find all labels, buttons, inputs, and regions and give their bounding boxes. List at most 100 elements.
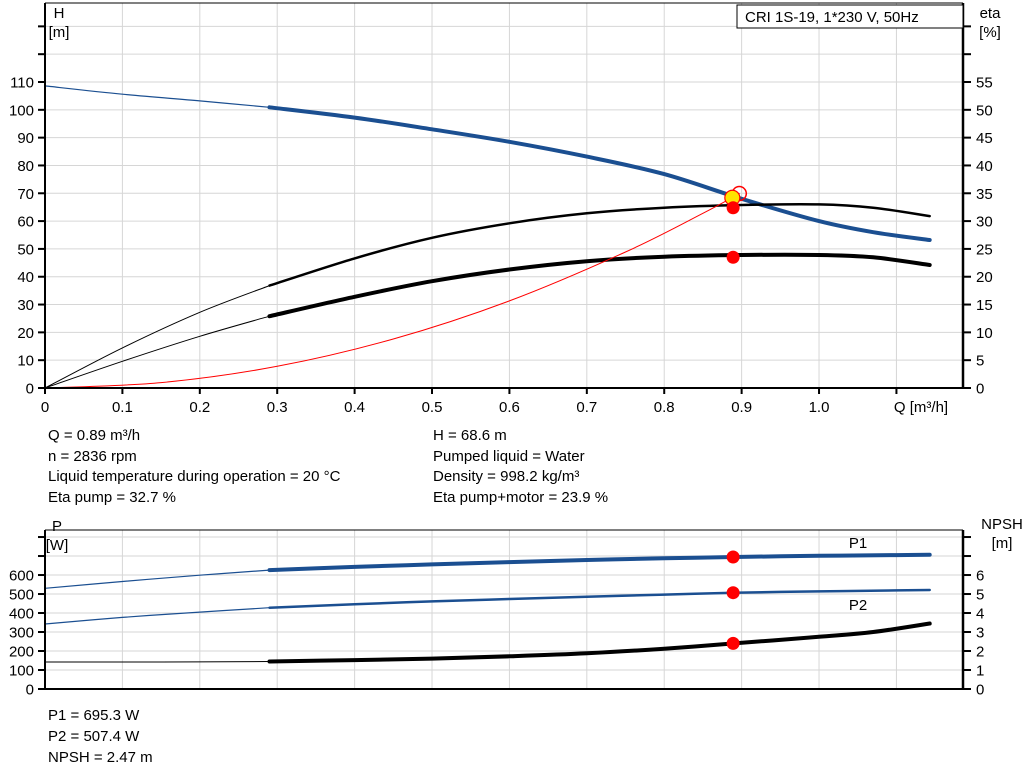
left-tick-label: 0	[26, 682, 34, 699]
right-tick-label: 15	[976, 297, 993, 314]
p2-curve	[268, 588, 931, 609]
right-axis-ticks: 0 5 10 15 20 25 30 35 40 45 50 55	[963, 25, 993, 398]
right-tick-label: 4	[976, 606, 984, 623]
npsh-point	[726, 636, 740, 650]
left-axis-title: H	[54, 5, 65, 22]
info-line-p2: P2 = 507.4 W	[48, 727, 140, 745]
left-tick-label: 10	[17, 353, 34, 370]
right-tick-label: 5	[976, 587, 984, 604]
eta-pump	[268, 202, 931, 287]
info-line-speed: n = 2836 rpm	[48, 447, 137, 465]
right-tick-label: 50	[976, 102, 993, 119]
power-npsh-chart: 0 100 200 300 400 500 600 0 1 2 3 4 5 6 P [W] NPSH [m] P1 P…	[9, 516, 1023, 699]
right-axis-unit: [m]	[992, 535, 1013, 552]
power-data: P1 = 695.3 W P2 = 507.4 W NPSH = 2.47 m	[48, 706, 153, 768]
left-tick-label: 200	[9, 644, 34, 661]
series	[44, 552, 932, 664]
x-axis-title: Q [m³/h]	[894, 399, 948, 416]
x-tick-label: 0.8	[654, 399, 675, 416]
p2-point	[726, 586, 740, 600]
right-tick-label: 5	[976, 353, 984, 370]
markers	[724, 185, 748, 264]
right-tick-label: 20	[976, 269, 993, 286]
x-tick-label: 0	[41, 399, 49, 416]
right-tick-label: 40	[976, 158, 993, 175]
x-tick-label: 0.1	[112, 399, 133, 416]
x-tick-label: 0.9	[731, 399, 752, 416]
right-axis-ticks: 0 1 2 3 4 5 6	[963, 536, 984, 699]
qh-eta-chart: 0 10 20 30 40 50 60 70 80 90 100 110 0 5 10 15 20 25 30 35 4…	[9, 2, 1002, 416]
right-tick-label: 3	[976, 625, 984, 642]
right-tick-label: 55	[976, 75, 993, 92]
right-tick-label: 35	[976, 186, 993, 203]
right-tick-label: 10	[976, 325, 993, 342]
left-tick-label: 0	[26, 381, 34, 398]
left-tick-label: 70	[17, 186, 34, 203]
info-line-p1: P1 = 695.3 W	[48, 707, 140, 724]
operating-data-right: H = 68.6 m Pumped liquid = Water Density…	[433, 426, 608, 508]
npsh-curve	[267, 621, 932, 664]
curve-label-p1: P1	[849, 535, 867, 552]
left-tick-label: 400	[9, 606, 34, 623]
left-tick-label: 300	[9, 625, 34, 642]
left-tick-label: 80	[17, 158, 34, 175]
left-tick-label: 50	[17, 241, 34, 258]
p1-curve	[267, 552, 932, 573]
eta-pump-motor-point	[726, 250, 740, 264]
right-tick-label: 6	[976, 568, 984, 585]
left-tick-label: 30	[17, 297, 34, 314]
right-tick-label: 0	[976, 381, 984, 398]
x-tick-label: 0.7	[576, 399, 597, 416]
eta-pump-low-flow	[44, 285, 270, 389]
chart-title: CRI 1S-19, 1*230 V, 50Hz	[745, 9, 919, 26]
right-tick-label: 25	[976, 241, 993, 258]
x-axis-ticks: 0 0.1 0.2 0.3 0.4 0.5 0.6 0.7 0.8 0.9 1.0	[41, 388, 898, 416]
x-tick-label: 0.5	[422, 399, 443, 416]
p1-low-flow	[44, 569, 271, 589]
right-tick-label: 45	[976, 130, 993, 147]
curve-label-p2: P2	[849, 597, 867, 614]
h-curve-low-flow	[44, 85, 271, 108]
left-axis-title: P	[52, 518, 62, 535]
right-tick-label: 0	[976, 682, 984, 699]
right-axis-title: NPSH	[981, 516, 1023, 533]
h-curve	[267, 105, 932, 242]
x-tick-label: 0.3	[267, 399, 288, 416]
left-tick-label: 90	[17, 130, 34, 147]
eta-pump-motor-low-flow	[44, 315, 270, 389]
info-line-density: Density = 998.2 kg/m³	[433, 468, 580, 486]
markers	[726, 550, 740, 650]
info-line-temperature: Liquid temperature during operation = 20…	[48, 468, 341, 486]
left-tick-label: 500	[9, 587, 34, 604]
gridlines	[45, 3, 963, 388]
left-axis-ticks: 0 10 20 30 40 50 60 70 80 90 100 110	[9, 25, 45, 398]
x-tick-label: 0.4	[344, 399, 365, 416]
npsh-low-flow	[44, 661, 270, 663]
left-tick-label: 600	[9, 568, 34, 585]
left-tick-label: 100	[9, 663, 34, 680]
info-line-eta-pump-motor: Eta pump+motor = 23.9 %	[433, 488, 609, 506]
info-line-eta-pump: Eta pump = 32.7 %	[48, 488, 176, 506]
operating-data-left: Q = 0.89 m³/h n = 2836 rpm Liquid temper…	[48, 426, 340, 508]
info-line-npsh: NPSH = 2.47 m	[48, 748, 153, 766]
title-box	[736, 4, 964, 29]
left-axis-unit: [W]	[46, 537, 69, 554]
right-axis-title: eta	[980, 5, 1002, 22]
right-tick-label: 30	[976, 214, 993, 231]
info-line-liquid: Pumped liquid = Water	[433, 447, 585, 465]
x-tick-label: 1.0	[809, 399, 830, 416]
axes	[44, 2, 965, 389]
eta-pump-motor	[267, 252, 932, 319]
x-tick-label: 0.2	[189, 399, 210, 416]
right-axis-unit: [%]	[979, 24, 1001, 41]
axes	[44, 529, 965, 690]
left-tick-label: 60	[17, 214, 34, 231]
right-tick-label: 2	[976, 644, 984, 661]
left-tick-label: 100	[9, 102, 34, 119]
series	[44, 85, 932, 389]
info-line-head: H = 68.6 m	[433, 427, 507, 444]
right-tick-label: 1	[976, 663, 984, 680]
eta-pump-point	[726, 201, 740, 215]
left-tick-label: 20	[17, 325, 34, 342]
